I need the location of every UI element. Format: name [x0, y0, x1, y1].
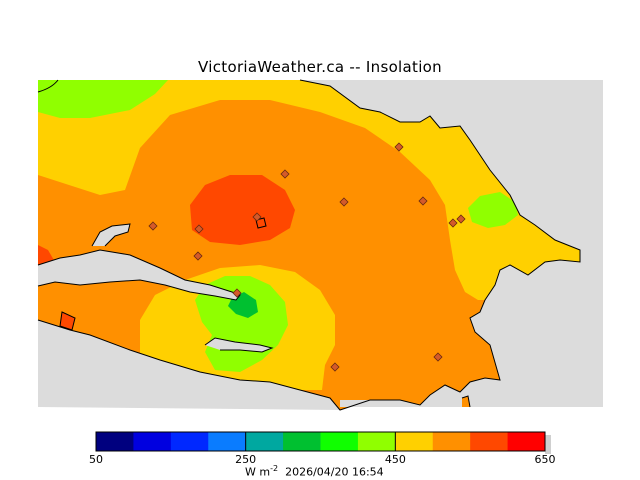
timestamp: 2026/04/20 16:54 [285, 465, 384, 479]
colorbar-tick-label: 250 [235, 453, 257, 466]
colorbar-segment [133, 432, 172, 451]
station-marker [418, 196, 428, 206]
water-bay-1 [92, 224, 130, 246]
colorbar-segment [395, 432, 434, 451]
zone-350-400-northwest [38, 80, 168, 118]
colorbar-segment [96, 432, 134, 451]
water-areas [38, 80, 603, 410]
units-and-timestamp: W m-2 2026/04/20 16:54 [245, 464, 384, 479]
water-northeast [300, 80, 603, 262]
colorbar-segment [320, 432, 359, 451]
coastlines [37, 79, 581, 411]
station-marker [448, 218, 458, 228]
units-prefix: W m [245, 465, 271, 479]
zone-500-550-hotspot [190, 175, 295, 245]
station-marker [433, 352, 443, 362]
colorbar-segment [208, 432, 247, 451]
coastline-hotspot-islet [255, 217, 267, 229]
station-marker [330, 362, 340, 372]
colorbar-tick-label: 650 [534, 453, 556, 466]
colorbar-shadow [545, 435, 551, 454]
coastline-inlet [37, 249, 241, 301]
station-marker [456, 214, 466, 224]
colorbar-tick-label: 450 [384, 453, 406, 466]
coastline-northeast [37, 79, 581, 411]
station-marker [232, 288, 242, 298]
units-exponent: -2 [270, 464, 279, 473]
station-marker [280, 169, 290, 179]
colorbar-segment [507, 432, 546, 451]
colorbar-segment [170, 432, 209, 451]
water-south [38, 320, 340, 410]
zone-400-450-north [38, 80, 580, 300]
water-southeast [460, 260, 603, 407]
station-marker [394, 142, 404, 152]
zone-350-400-east [468, 192, 518, 228]
water-inlet-west [38, 250, 240, 300]
station-marker [194, 224, 204, 234]
station-marker [148, 221, 158, 231]
coastline-northwest-arc [37, 79, 59, 93]
colorbar-segment [245, 432, 284, 451]
colorbar-segment [470, 432, 509, 451]
colorbar-segment [283, 432, 321, 451]
colorbar-tick-label: 50 [89, 453, 103, 466]
station-marker [252, 212, 262, 222]
colorbar [95, 431, 551, 454]
coastline-bay-2 [204, 337, 274, 353]
coastline-bay-1 [91, 223, 131, 247]
station-marker [193, 251, 203, 261]
station-marker [339, 197, 349, 207]
colorbar-segment [357, 432, 396, 451]
coastline-west-islet [59, 311, 76, 331]
water-bay-2 [205, 338, 272, 352]
station-markers [148, 142, 466, 372]
map-title: VictoriaWeather.ca -- Insolation [198, 58, 442, 76]
colorbar-segment [432, 432, 471, 451]
coastline-island-se [461, 395, 471, 408]
